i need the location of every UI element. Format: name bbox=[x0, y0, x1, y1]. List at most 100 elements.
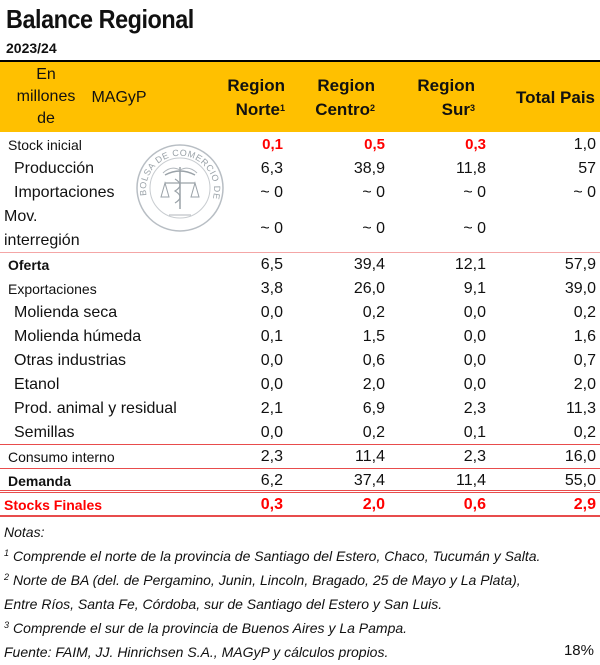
cell-sur: 0,0 bbox=[463, 376, 486, 393]
col-line1: Region bbox=[227, 76, 285, 95]
row-label: Stock inicial bbox=[8, 137, 82, 153]
cell-sur: ~ 0 bbox=[463, 220, 486, 237]
footnote-marker: 3 bbox=[4, 620, 10, 630]
row-label-line2: interregión bbox=[4, 232, 80, 249]
table-row-stocks-finales: Stocks Finales 0,3 2,0 0,6 2,9 bbox=[0, 493, 600, 517]
footnote-marker: 2 bbox=[4, 572, 10, 582]
row-label: Molienda seca bbox=[14, 304, 118, 321]
table-row-consumo-interno: Consumo interno 2,3 11,4 2,3 16,0 bbox=[0, 445, 600, 469]
cell-sur: 2,3 bbox=[463, 448, 486, 465]
cell-total: 1,6 bbox=[573, 328, 596, 345]
cell-centro: 0,5 bbox=[364, 136, 385, 153]
cell-norte: 6,3 bbox=[260, 160, 283, 177]
cell-norte: 2,1 bbox=[260, 400, 283, 417]
units-label: En millones de bbox=[4, 64, 88, 130]
table-header: En millones de MAGyP Region Norte1 Regio… bbox=[0, 60, 600, 132]
cell-norte: 0,1 bbox=[262, 136, 283, 153]
row-label: Mov. interregión bbox=[4, 205, 80, 253]
table-row-stock-inicial: Stock inicial 0,1 0,5 0,3 1,0 bbox=[0, 133, 600, 157]
cell-norte: 0,0 bbox=[260, 352, 283, 369]
cell-total: 0,2 bbox=[573, 424, 596, 441]
cell-total: 55,0 bbox=[564, 472, 596, 489]
cell-total: 2,9 bbox=[573, 496, 596, 513]
note-2: 2 Norte de BA (del. de Pergamino, Junin, … bbox=[4, 568, 594, 592]
cell-total: ~ 0 bbox=[573, 184, 596, 201]
cell-sur: ~ 0 bbox=[463, 184, 486, 201]
table-row-molienda-seca: Molienda seca 0,0 0,2 0,0 0,2 bbox=[0, 301, 600, 325]
row-label: Stocks Finales bbox=[4, 497, 103, 513]
footnote-ref: 2 bbox=[369, 103, 375, 113]
note-2-continued: Entre Ríos, Santa Fe, Córdoba, sur de Sa… bbox=[4, 596, 443, 612]
source-label: MAGyP bbox=[91, 89, 147, 106]
row-label: Molienda húmeda bbox=[14, 328, 142, 345]
cell-centro: 1,5 bbox=[362, 328, 385, 345]
row-label: Importaciones bbox=[14, 184, 115, 201]
cell-sur: 0,0 bbox=[463, 352, 486, 369]
cell-centro: 11,4 bbox=[355, 448, 385, 465]
notes-section: Notas: 1 Comprende el norte de la provinc… bbox=[4, 520, 594, 664]
col-line1: Region bbox=[417, 76, 475, 95]
table-row-mov-interregion: Mov. interregión ~ 0 ~ 0 ~ 0 bbox=[0, 205, 600, 253]
cell-sur: 0,0 bbox=[463, 304, 486, 321]
footnote-ref: 3 bbox=[469, 103, 475, 113]
table-row-demanda: Demanda 6,2 37,4 11,4 55,0 bbox=[0, 469, 600, 493]
bolsa-comercio-rosario-seal-icon: BOLSA DE COMERCIO DE ROSARIO bbox=[131, 135, 225, 233]
table-row-importaciones: Importaciones ~ 0 ~ 0 ~ 0 ~ 0 bbox=[0, 181, 600, 205]
note-text: Norte de BA (del. de Pergamino, Junin, L… bbox=[13, 572, 521, 588]
cell-sur: 0,6 bbox=[463, 496, 486, 513]
note-text: Comprende el sur de la provincia de Buen… bbox=[13, 620, 408, 636]
cell-sur: 0,1 bbox=[463, 424, 486, 441]
cell-sur: 0,0 bbox=[463, 328, 486, 345]
cell-centro: 2,0 bbox=[362, 496, 385, 513]
cell-norte: ~ 0 bbox=[260, 220, 283, 237]
table-row-oferta: Oferta 6,5 39,4 12,1 57,9 bbox=[0, 253, 600, 277]
col-line1: Region bbox=[317, 76, 375, 95]
cell-total: 57,9 bbox=[564, 256, 596, 273]
cell-sur: 9,1 bbox=[463, 280, 486, 297]
cell-centro: 37,4 bbox=[353, 472, 385, 489]
footnote-marker: 1 bbox=[4, 548, 10, 558]
row-label: Semillas bbox=[14, 424, 75, 441]
cell-total: 57 bbox=[578, 160, 596, 177]
cell-centro: 0,2 bbox=[362, 424, 385, 441]
cell-centro: 26,0 bbox=[353, 280, 385, 297]
cell-norte: 0,3 bbox=[260, 496, 283, 513]
percent-label: 18% bbox=[563, 642, 594, 659]
table-row-exportaciones: Exportaciones 3,8 26,0 9,1 39,0 bbox=[0, 277, 600, 301]
note-1: 1 Comprende el norte de la provincia de S… bbox=[4, 544, 594, 568]
cell-sur: 12,1 bbox=[454, 256, 486, 273]
cell-total: 1,0 bbox=[573, 136, 596, 153]
column-header-sur: Region Sur3 bbox=[385, 74, 475, 122]
cell-total: 2,0 bbox=[573, 376, 596, 393]
page-title: Balance Regional bbox=[6, 4, 194, 34]
row-label: Oferta bbox=[8, 257, 50, 273]
cell-norte: ~ 0 bbox=[260, 184, 283, 201]
cell-norte: 6,2 bbox=[260, 472, 283, 489]
table-row-etanol: Etanol 0,0 2,0 0,0 2,0 bbox=[0, 373, 600, 397]
season-label: 2023/24 bbox=[6, 40, 57, 56]
row-label: Demanda bbox=[8, 473, 72, 489]
cell-norte: 0,1 bbox=[260, 328, 283, 345]
col-line2: Sur bbox=[441, 100, 470, 119]
cell-total: 0,2 bbox=[573, 304, 596, 321]
table-row-molienda-humeda: Molienda húmeda 0,1 1,5 0,0 1,6 bbox=[0, 325, 600, 349]
table-row-produccion: Producción 6,3 38,9 11,8 57 bbox=[0, 157, 600, 181]
column-header-centro: Region Centro2 bbox=[285, 74, 375, 122]
col-line2: Norte bbox=[235, 100, 280, 119]
cell-centro: 39,4 bbox=[353, 256, 385, 273]
source-note: Fuente: FAIM, JJ. Hinrichsen S.A., MAGyP… bbox=[4, 644, 389, 660]
row-label: Consumo interno bbox=[8, 449, 115, 465]
cell-centro: 2,0 bbox=[362, 376, 385, 393]
column-header-total: Total Pais bbox=[515, 88, 595, 107]
cell-centro: 0,6 bbox=[362, 352, 385, 369]
cell-total: 0,7 bbox=[573, 352, 596, 369]
cell-total: 39,0 bbox=[564, 280, 596, 297]
note-text: Comprende el norte de la provincia de Sa… bbox=[13, 548, 541, 564]
units-line-1: En bbox=[36, 66, 56, 83]
units-line-3: de bbox=[37, 110, 55, 127]
cell-norte: 2,3 bbox=[260, 448, 283, 465]
cell-centro: 6,9 bbox=[362, 400, 385, 417]
column-header-norte: Region Norte1 bbox=[195, 74, 285, 122]
cell-centro: ~ 0 bbox=[362, 220, 385, 237]
cell-sur: 2,3 bbox=[463, 400, 486, 417]
